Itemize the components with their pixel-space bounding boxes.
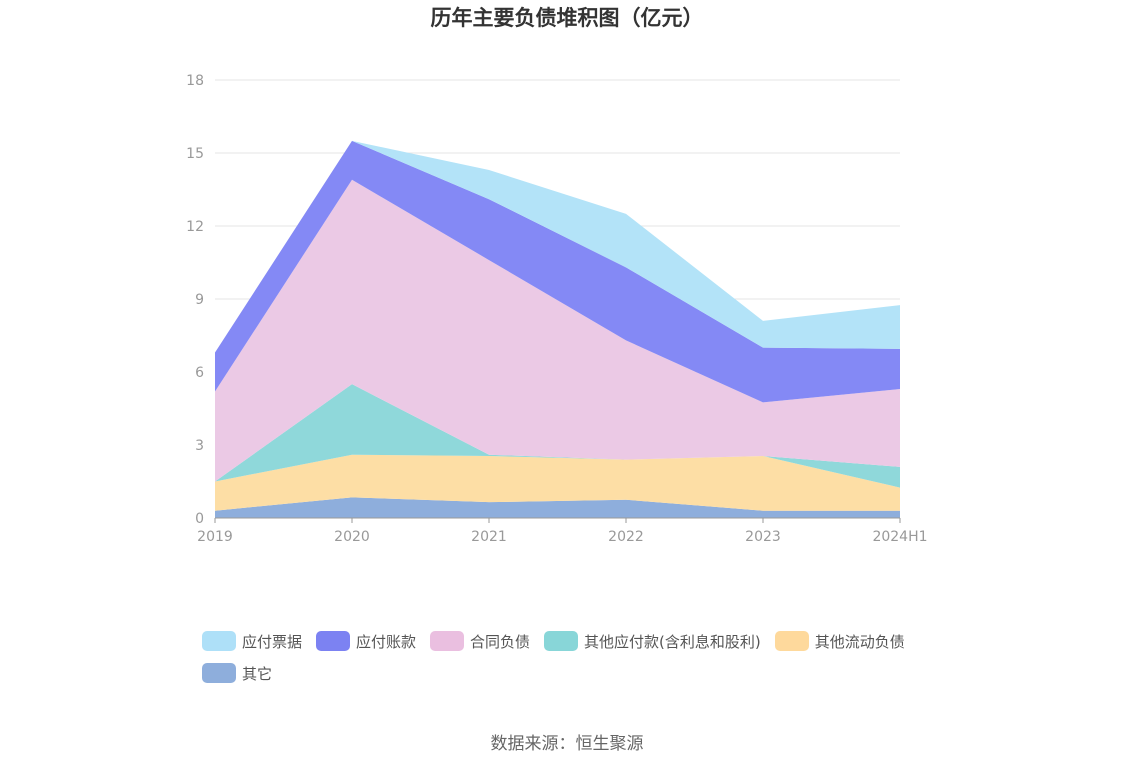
legend-item[interactable]: 应付票据	[202, 630, 302, 652]
legend-swatch	[430, 631, 465, 651]
area-应付账款	[215, 140, 900, 403]
legend-label: 其他流动负债	[814, 632, 905, 651]
x-tick-label: 2019	[197, 529, 233, 545]
area-其他应付款(含利息和股利)	[215, 384, 900, 488]
source-note: 数据来源：恒生聚源	[490, 734, 644, 754]
legend-item[interactable]: 其他流动负债	[774, 630, 905, 652]
y-tick-label: 18	[186, 73, 204, 89]
x-tick-label: 2022	[608, 529, 644, 545]
legend-swatch	[202, 663, 236, 683]
y-tick-label: 12	[186, 219, 204, 235]
area-合同负债	[215, 179, 900, 482]
y-tick-label: 0	[195, 511, 204, 527]
legend-swatch	[202, 631, 236, 651]
legend-item[interactable]: 合同负债	[430, 630, 530, 652]
legend-swatch	[774, 631, 809, 651]
x-tick-label: 2021	[471, 529, 507, 545]
area-series	[215, 140, 900, 518]
legend-label: 合同负债	[470, 632, 531, 651]
legend-item[interactable]: 应付账款	[316, 630, 416, 652]
x-tick-label: 2020	[334, 529, 370, 545]
legend-label: 其它	[242, 664, 273, 683]
legend-swatch	[316, 631, 351, 651]
x-tick-label: 2023	[745, 529, 781, 545]
legend: 应付票据 应付账款 合同负债 其他应付款(含利息和股利) 其他流动负债其它	[202, 630, 962, 684]
legend-item[interactable]: 其他应付款(含利息和股利)	[544, 630, 761, 652]
chart-title: 历年主要负债堆积图（亿元）	[430, 6, 704, 30]
area-应付票据	[215, 140, 900, 353]
legend-swatch	[544, 631, 579, 651]
y-tick-label: 9	[195, 292, 204, 308]
axes: 0 3 6 9 12 15 18 2019 2020 2021 2022 2023 2024H1	[186, 73, 927, 545]
area-其它	[215, 497, 900, 518]
legend-label: 应付票据	[242, 632, 303, 651]
legend-label: 应付账款	[356, 632, 417, 651]
x-tick-label: 2024H1	[872, 529, 927, 545]
y-tick-label: 6	[195, 365, 204, 381]
y-tick-label: 3	[195, 438, 204, 454]
legend-label: 其他应付款(含利息和股利)	[584, 632, 761, 651]
y-tick-label: 15	[186, 146, 204, 162]
area-其他流动负债	[215, 454, 900, 511]
legend-item[interactable]: 其它	[202, 662, 272, 684]
